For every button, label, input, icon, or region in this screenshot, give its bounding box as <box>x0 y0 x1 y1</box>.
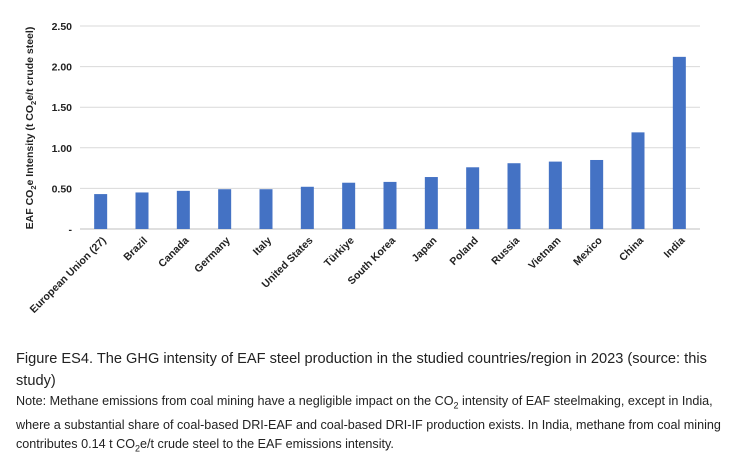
y-tick-label: 1.50 <box>52 102 73 114</box>
y-axis-label-part: 2 <box>29 101 38 105</box>
bar <box>424 177 438 229</box>
x-tick-label: Russia <box>489 235 522 268</box>
bar <box>300 186 314 229</box>
y-tick-label: 2.50 <box>52 21 73 33</box>
bar <box>631 132 645 229</box>
y-axis-label: EAF CO2e Intensity (t CO2e/t crude steel… <box>24 27 38 230</box>
figure-caption: Figure ES4. The GHG intensity of EAF ste… <box>16 351 707 389</box>
bar <box>94 194 108 229</box>
bar <box>590 159 604 229</box>
note-prefix: Note: Methane emissions from coal mining… <box>16 394 454 408</box>
y-axis-label-part: e Intensity (t CO <box>24 105 36 186</box>
y-tick-label: 1.00 <box>52 143 73 155</box>
y-tick-label: 2.00 <box>52 62 73 74</box>
x-axis-ticks: European Union (27) Brazil Canada Germany It… <box>28 235 688 316</box>
y-axis-label-part: e/t crude steel) <box>24 27 36 101</box>
x-tick-label: China <box>617 235 646 264</box>
figure-note: Note: Methane emissions from coal mining… <box>16 392 736 458</box>
x-tick-label: Mexico <box>571 235 605 269</box>
x-tick-label: Canada <box>156 235 191 270</box>
x-tick-label: European Union (27) <box>28 235 109 316</box>
bar <box>135 192 149 229</box>
bar <box>259 189 273 229</box>
x-tick-label: Germany <box>192 235 233 276</box>
note-middle: intensity of EAF steelmaking, except in … <box>16 394 721 451</box>
y-tick-label: 0.50 <box>52 183 73 195</box>
x-tick-label: Türkiye <box>322 235 357 270</box>
x-tick-label: Vietnam <box>526 235 563 272</box>
x-tick-label: India <box>662 235 688 261</box>
bar <box>342 182 356 229</box>
y-axis-label-part: EAF CO <box>24 190 36 230</box>
bars <box>94 56 686 229</box>
bar <box>176 190 190 229</box>
note-suffix: e/t crude steel to the EAF emissions int… <box>140 436 394 451</box>
x-tick-label: Japan <box>410 235 440 265</box>
note-sub-2: 2 <box>135 443 141 454</box>
bar <box>466 167 480 229</box>
bar <box>218 189 232 229</box>
y-axis-ticks: - 0.50 1.00 1.50 2.00 2.50 <box>52 21 73 236</box>
x-tick-label: Brazil <box>121 235 150 264</box>
y-tick-label: - <box>69 224 73 236</box>
x-tick-label: Italy <box>251 235 274 258</box>
bar <box>548 161 562 229</box>
bar <box>507 163 521 229</box>
bar-chart: - 0.50 1.00 1.50 2.00 2.50 European Union (27… <box>24 21 700 316</box>
y-axis-label-part: 2 <box>29 185 38 189</box>
note-sub-1: 2 <box>453 400 459 411</box>
bar <box>672 56 686 229</box>
x-tick-label: Poland <box>448 235 481 268</box>
bar <box>383 181 397 229</box>
